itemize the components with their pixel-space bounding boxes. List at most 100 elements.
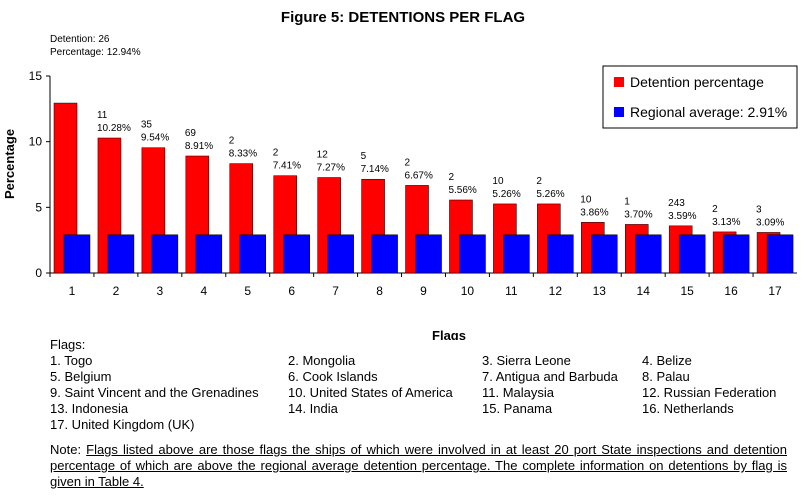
x-tick-label: 1	[69, 284, 76, 298]
flag-item: 4. Belize	[642, 353, 692, 368]
data-label-percentage: 3.86%	[580, 207, 608, 218]
bar-regional-average	[371, 234, 398, 274]
x-tick-label: 4	[200, 284, 207, 298]
x-tick-label: 12	[549, 284, 563, 298]
bars-group	[53, 102, 794, 274]
data-label-detentions: 10	[580, 194, 592, 205]
x-tick-label: 13	[593, 284, 607, 298]
legend-label-detention: Detention percentage	[630, 74, 764, 90]
data-label-detentions: 2	[405, 157, 411, 168]
bar-regional-average	[151, 234, 179, 274]
bar-regional-average	[722, 234, 750, 274]
summary-detention: Detention: 26	[50, 34, 110, 45]
data-label-percentage: 3.59%	[668, 211, 696, 222]
x-tick-label: 14	[637, 284, 651, 298]
data-label-detentions: 3	[756, 204, 762, 215]
x-axis-title: Flags	[432, 328, 466, 340]
flag-item: 14. India	[288, 401, 338, 416]
bar-regional-average	[547, 234, 574, 274]
x-tick-label: 9	[420, 284, 427, 298]
x-tick-label: 17	[768, 284, 782, 298]
data-label-detentions: 10	[492, 176, 504, 187]
data-label-detentions: 2	[712, 204, 718, 215]
bar-regional-average	[459, 234, 486, 274]
bar-regional-average	[766, 234, 794, 274]
y-tick-label: 5	[35, 200, 42, 214]
data-label-percentage: 5.26%	[492, 189, 520, 200]
bar-regional-average	[63, 234, 91, 274]
x-tick-label: 11	[505, 284, 518, 298]
flag-item: 1. Togo	[50, 353, 93, 368]
bar-regional-average	[195, 234, 223, 274]
data-label-percentage: 3.13%	[712, 217, 740, 228]
y-tick-label: 0	[35, 266, 42, 280]
flag-item: 7. Antigua and Barbuda	[482, 369, 618, 384]
x-tick-label: 8	[376, 284, 383, 298]
x-tick-label: 10	[461, 284, 475, 298]
bar-regional-average	[678, 234, 706, 274]
note-paragraph: Note: Flags listed above are those flags…	[50, 442, 787, 490]
data-label-detentions: 12	[317, 150, 329, 161]
data-label-detentions: 243	[668, 198, 685, 209]
legend: Detention percentage Regional average: 2…	[602, 65, 798, 129]
data-label-detentions: 2	[273, 148, 279, 159]
bar-regional-average	[634, 234, 662, 274]
legend-swatch-detention	[614, 77, 624, 87]
data-label-percentage: 10.28%	[97, 123, 131, 134]
x-tick-label: 2	[113, 284, 120, 298]
bar-regional-average	[503, 234, 530, 274]
flag-item: 13. Indonesia	[50, 401, 129, 416]
data-label-percentage: 6.67%	[405, 170, 433, 181]
data-label-detentions: 2	[229, 136, 235, 147]
chart-title: Figure 5: DETENTIONS PER FLAG	[281, 9, 525, 26]
data-label-percentage: 8.33%	[229, 149, 257, 160]
flags-heading: Flags:	[50, 337, 86, 352]
x-tick-label: 6	[288, 284, 295, 298]
data-label-detentions: 35	[141, 120, 153, 131]
note-prefix: Note:	[50, 442, 87, 457]
data-label-percentage: 5.26%	[536, 189, 564, 200]
flag-item: 9. Saint Vincent and the Grenadines	[50, 385, 259, 400]
flag-item: 6. Cook Islands	[288, 369, 378, 384]
data-label-percentage: 7.27%	[317, 163, 345, 174]
y-tick-label: 10	[29, 135, 43, 149]
summary-percentage: Percentage: 12.94%	[50, 47, 141, 58]
data-label-detentions: 1	[624, 196, 630, 207]
y-tick-label: 15	[29, 69, 43, 83]
flag-item: 3. Sierra Leone	[482, 353, 571, 368]
flag-item: 12. Russian Federation	[642, 385, 777, 400]
flag-item: 2. Mongolia	[288, 353, 356, 368]
data-label-percentage: 9.54%	[141, 133, 169, 144]
x-tick-label: 5	[244, 284, 251, 298]
data-label-percentage: 5.56%	[448, 185, 476, 196]
bar-regional-average	[283, 234, 310, 274]
flag-item: 11. Malaysia	[482, 385, 555, 400]
data-label-percentage: 7.41%	[273, 161, 301, 172]
bar-regional-average	[415, 234, 442, 274]
bar-regional-average	[327, 234, 354, 274]
data-label-detentions: 5	[361, 151, 367, 162]
note-text: Flags listed above are those flags the s…	[50, 442, 787, 489]
bar-regional-average	[239, 234, 267, 274]
data-label-percentage: 3.09%	[756, 217, 784, 228]
flag-item: 8. Palau	[642, 369, 690, 384]
flag-item: 10. United States of America	[288, 385, 453, 400]
data-label-percentage: 7.14%	[361, 164, 389, 175]
flag-item: 16. Netherlands	[642, 401, 734, 416]
bar-regional-average	[591, 234, 618, 274]
flag-item: 17. United Kingdom (UK)	[50, 417, 195, 432]
data-label-percentage: 8.91%	[185, 141, 213, 152]
x-tick-label: 15	[680, 284, 694, 298]
data-label-detentions: 2	[536, 176, 542, 187]
x-tick-label: 16	[724, 284, 738, 298]
detentions-chart: Figure 5: DETENTIONS PER FLAG Detention:…	[2, 9, 798, 340]
legend-label-average: Regional average: 2.91%	[630, 104, 787, 120]
data-label-detentions: 11	[97, 110, 108, 121]
data-label-percentage: 3.70%	[624, 209, 652, 220]
x-tick-label: 7	[332, 284, 339, 298]
data-label-detentions: 69	[185, 128, 197, 139]
bar-regional-average	[107, 234, 135, 274]
flag-item: 5. Belgium	[50, 369, 112, 384]
x-tick-label: 3	[157, 284, 164, 298]
